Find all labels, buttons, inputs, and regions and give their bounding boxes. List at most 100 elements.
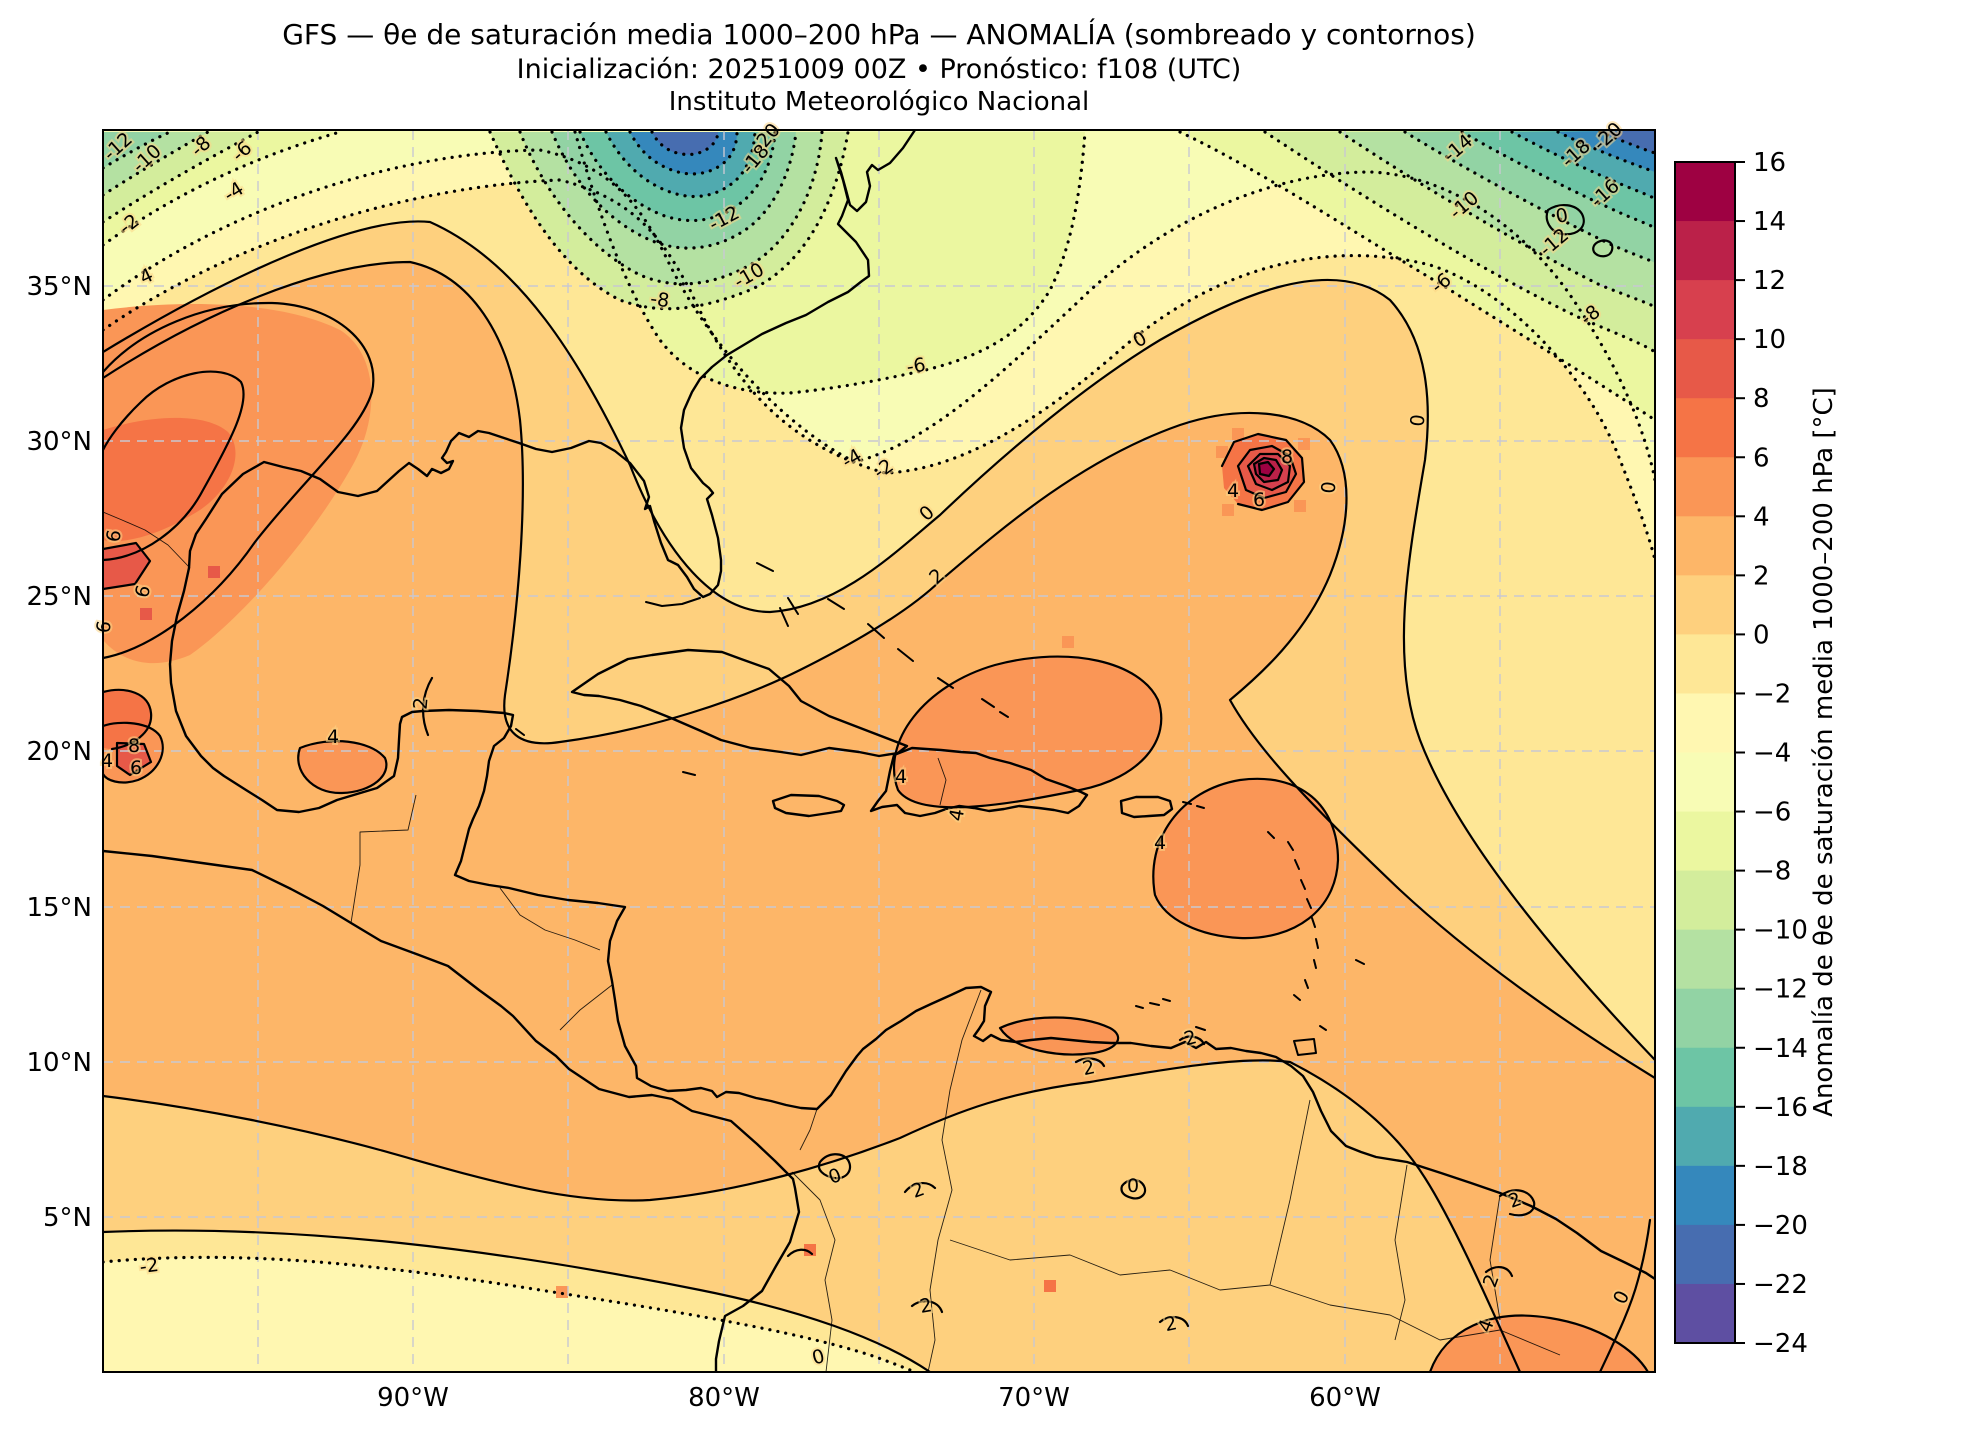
colorbar-tick-label: −20: [1753, 1211, 1808, 1241]
contour-neg8: [103, 130, 1655, 354]
contour-value-label: 0: [1407, 413, 1430, 427]
institution-label: Instituto Meteorológico Nacional: [669, 87, 1089, 117]
x-tick-label: 60°W: [1309, 1383, 1381, 1413]
colorbar-segment: [1675, 1047, 1735, 1108]
colorbar-tick-label: −24: [1753, 1329, 1808, 1359]
colorbar-tick-label: 10: [1753, 325, 1786, 355]
shading-band: [1600, 130, 1655, 153]
contour-value-label: 0: [1318, 480, 1341, 494]
y-tick-label: 5°N: [43, 1203, 92, 1233]
colorbar-tick-label: 8: [1753, 384, 1770, 414]
y-tick-label: 15°N: [26, 893, 92, 923]
contour-value-label: -6: [905, 354, 927, 378]
contour-neg14: [578, 130, 1655, 230]
coastline-puerto-rico: [1119, 795, 1174, 819]
shading-band: [103, 417, 236, 542]
shading-band: [894, 656, 1162, 808]
colorbar-segment: [1675, 1165, 1735, 1226]
colorbar-tick-label: −2: [1753, 679, 1791, 709]
colorbar-ticks: 16 14 12 10 8 6 4 2 0 −2 −4 −6 −8 −10 −12 −14 −16 −18 −20 −…: [1735, 148, 1808, 1359]
contour-value-label: 4: [1154, 832, 1166, 854]
y-tick-label: 10°N: [26, 1048, 92, 1078]
contour-zero-main: [103, 220, 1655, 1062]
y-tick-label: 20°N: [26, 737, 92, 767]
colorbar-segment: [1675, 398, 1735, 458]
colorbar-label: Anomalía de θe de saturación media 1000–…: [1809, 387, 1839, 1117]
colorbar-segment: [1675, 929, 1735, 990]
colorbar-segment: [1675, 1283, 1735, 1344]
y-tick-label: 35°N: [26, 272, 92, 302]
colorbar: 16 14 12 10 8 6 4 2 0 −2 −4 −6 −8 −10 −12 −14 −16 −18 −20 −…: [1674, 148, 1839, 1359]
shading-band: [1430, 1315, 1648, 1372]
contour-value-label: 6: [130, 757, 142, 779]
contour-value-label: 0: [1127, 1175, 1139, 1197]
colorbar-tick-label: −6: [1753, 798, 1791, 828]
contour-neg18: [628, 130, 1655, 176]
contour-lines-dotted: [103, 130, 1655, 1372]
colorbar-segment: [1675, 575, 1735, 635]
coastlines: [103, 130, 1655, 1372]
contour-neg2-south: [103, 1255, 917, 1372]
shading-band: [298, 741, 387, 794]
contour-four: [103, 301, 1650, 1372]
page-title: GFS — θe de saturación media 1000–200 hP…: [282, 17, 1476, 51]
contour-two-minor: [422, 676, 1536, 1328]
colorbar-tick-label: 0: [1753, 620, 1770, 650]
colorbar-tick-label: −8: [1753, 857, 1791, 887]
contour-zero-minor: [103, 204, 1652, 1372]
contour-two-south: [103, 1059, 1522, 1372]
colorbar-tick-label: 2: [1753, 561, 1770, 591]
colorbar-segment: [1675, 1224, 1735, 1285]
colorbar-tick-label: 14: [1753, 207, 1786, 237]
contour-value-label: 8: [1281, 446, 1293, 468]
colorbar-tick-label: 16: [1753, 148, 1786, 178]
contour-value-label: 2: [410, 696, 433, 710]
colorbar-tick-label: −16: [1753, 1093, 1808, 1123]
colorbar-tick-label: −4: [1753, 739, 1791, 769]
contour-neg2: [103, 178, 1655, 562]
contour-value-label: -8: [649, 288, 671, 312]
page-subtitle: Inicialización: 20251009 00Z • Pronóstic…: [517, 54, 1242, 85]
coastline-mainland: [168, 130, 1655, 1281]
colorbar-segment: [1675, 221, 1735, 281]
colorbar-segment: [1675, 457, 1735, 517]
contour-value-label: -2: [138, 1254, 160, 1278]
coastline-hispaniola: [869, 746, 1089, 818]
contour-value-label: 4: [895, 766, 907, 788]
colorbar-tick-label: −12: [1753, 975, 1808, 1005]
x-tick-label: 70°W: [998, 1383, 1070, 1413]
x-axis-labels: 90°W 80°W 70°W 60°W: [377, 1383, 1381, 1413]
shading-band: [1153, 778, 1338, 939]
shading-band: [103, 304, 372, 664]
contour-value-label: 6: [1253, 489, 1265, 511]
coastline-bahamas: [645, 562, 1009, 776]
contour-cyclone-rings: [1220, 432, 1306, 512]
contour-neg4: [103, 148, 1655, 482]
colorbar-tick-label: −22: [1753, 1270, 1808, 1300]
contour-two-main: [103, 260, 1655, 1080]
coastline-cuba: [570, 648, 909, 758]
contour-neg20: [650, 130, 1655, 157]
colorbar-tick-label: −18: [1753, 1152, 1808, 1182]
colorbar-segment: [1675, 811, 1735, 872]
y-tick-label: 25°N: [26, 582, 92, 612]
contour-value-label: 8: [128, 735, 140, 757]
colorbar-segments: [1675, 162, 1735, 1344]
colorbar-tick-label: 6: [1753, 443, 1770, 473]
y-axis-labels: 35°N 30°N 25°N 20°N 15°N 10°N 5°N: [26, 272, 92, 1233]
colorbar-segment: [1675, 162, 1735, 222]
colorbar-segment: [1675, 339, 1735, 399]
contour-value-label: 4: [327, 726, 339, 748]
colorbar-segment: [1675, 634, 1735, 695]
x-tick-label: 90°W: [377, 1383, 449, 1413]
country-borders: [103, 511, 1561, 1372]
map-frame: [102, 129, 1656, 1373]
colorbar-segment: [1675, 870, 1735, 931]
shading-band: [1000, 1017, 1119, 1055]
contour-value-label: 4: [1227, 480, 1239, 502]
shading-band: [103, 689, 152, 749]
colorbar-segment: [1675, 280, 1735, 340]
x-tick-label: 80°W: [688, 1383, 760, 1413]
shading-band: [103, 1257, 915, 1372]
